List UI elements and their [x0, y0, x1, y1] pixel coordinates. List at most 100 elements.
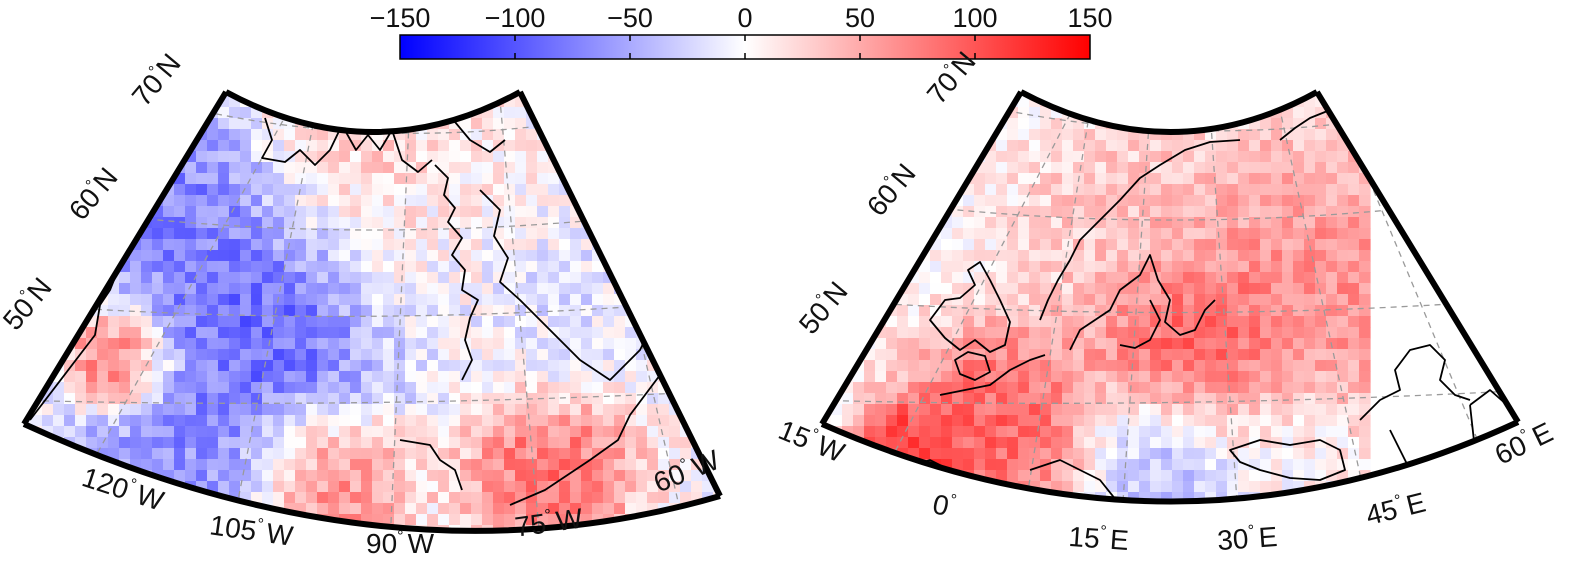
anomaly-cell	[1172, 261, 1184, 273]
anomaly-cell	[515, 140, 527, 152]
anomaly-cell	[842, 184, 854, 196]
anomaly-cell	[262, 404, 274, 416]
anomaly-cell	[119, 305, 131, 317]
anomaly-cell	[1084, 415, 1096, 427]
anomaly-cell	[86, 140, 98, 152]
anomaly-cell	[614, 525, 626, 531]
anomaly-cell	[831, 96, 843, 108]
anomaly-cell	[985, 360, 997, 372]
anomaly-cell	[1238, 393, 1250, 405]
anomaly-cell	[416, 96, 428, 108]
colorbar-tick-label: 0	[737, 3, 752, 33]
anomaly-cell	[1315, 217, 1327, 229]
anomaly-cell	[1326, 140, 1338, 152]
anomaly-cell	[119, 393, 131, 405]
anomaly-cell	[1040, 261, 1052, 273]
anomaly-cell	[218, 107, 230, 119]
anomaly-cell	[1117, 448, 1129, 460]
anomaly-cell	[427, 305, 439, 317]
anomaly-cell	[1348, 371, 1360, 383]
anomaly-cell	[614, 118, 626, 130]
anomaly-cell	[306, 294, 318, 306]
anomaly-cell	[405, 382, 417, 394]
anomaly-cell	[537, 514, 549, 526]
anomaly-cell	[581, 459, 593, 471]
anomaly-cell	[163, 294, 175, 306]
anomaly-cell	[996, 173, 1008, 185]
anomaly-cell	[108, 129, 120, 141]
anomaly-cell	[691, 184, 703, 196]
anomaly-cell	[1073, 371, 1085, 383]
anomaly-cell	[493, 129, 505, 141]
anomaly-cell	[75, 338, 87, 350]
anomaly-cell	[669, 140, 681, 152]
anomaly-cell	[1084, 404, 1096, 416]
anomaly-cell	[985, 371, 997, 383]
anomaly-cell	[526, 129, 538, 141]
anomaly-cell	[1062, 96, 1074, 108]
anomaly-cell	[31, 140, 43, 152]
anomaly-cell	[1172, 206, 1184, 218]
anomaly-cell	[1326, 294, 1338, 306]
anomaly-cell	[963, 294, 975, 306]
anomaly-cell	[1260, 448, 1272, 460]
anomaly-cell	[1315, 239, 1327, 251]
anomaly-cell	[317, 371, 329, 383]
anomaly-cell	[295, 525, 307, 531]
anomaly-cell	[1106, 195, 1118, 207]
anomaly-cell	[350, 184, 362, 196]
anomaly-cell	[636, 459, 648, 471]
anomaly-cell	[724, 470, 736, 482]
anomaly-cell	[1040, 426, 1052, 438]
anomaly-cell	[1051, 140, 1063, 152]
anomaly-cell	[218, 349, 230, 361]
anomaly-cell	[119, 371, 131, 383]
anomaly-cell	[1106, 228, 1118, 240]
anomaly-cell	[702, 294, 714, 306]
anomaly-cell	[75, 503, 87, 515]
anomaly-cell	[339, 283, 351, 295]
anomaly-cell	[952, 514, 964, 526]
anomaly-cell	[141, 371, 153, 383]
anomaly-cell	[537, 239, 549, 251]
anomaly-cell	[416, 217, 428, 229]
anomaly-cell	[941, 239, 953, 251]
anomaly-cell	[592, 261, 604, 273]
anomaly-cell	[1106, 272, 1118, 284]
anomaly-cell	[493, 294, 505, 306]
anomaly-cell	[185, 316, 197, 328]
anomaly-cell	[460, 272, 472, 284]
anomaly-cell	[1128, 261, 1140, 273]
anomaly-cell	[853, 536, 865, 548]
anomaly-cell	[919, 151, 931, 163]
anomaly-cell	[724, 96, 736, 108]
anomaly-cell	[251, 184, 263, 196]
anomaly-cell	[1018, 316, 1030, 328]
anomaly-cell	[559, 261, 571, 273]
anomaly-cell	[130, 327, 142, 339]
anomaly-cell	[229, 107, 241, 119]
anomaly-cell	[394, 162, 406, 174]
anomaly-cell	[31, 327, 43, 339]
anomaly-cell	[1216, 294, 1228, 306]
anomaly-cell	[284, 195, 296, 207]
anomaly-cell	[1018, 448, 1030, 460]
anomaly-cell	[1007, 140, 1019, 152]
anomaly-cell	[886, 140, 898, 152]
anomaly-cell	[108, 415, 120, 427]
anomaly-cell	[317, 239, 329, 251]
anomaly-cell	[1348, 525, 1360, 537]
anomaly-cell	[1106, 140, 1118, 152]
anomaly-cell	[1018, 437, 1030, 449]
anomaly-cell	[427, 481, 439, 493]
anomaly-cell	[207, 338, 219, 350]
anomaly-cell	[317, 283, 329, 295]
anomaly-cell	[460, 514, 472, 526]
anomaly-cell	[1282, 92, 1294, 97]
anomaly-cell	[1348, 404, 1360, 416]
anomaly-cell	[405, 349, 417, 361]
anomaly-cell	[1117, 349, 1129, 361]
anomaly-cell	[831, 228, 843, 240]
anomaly-cell	[1040, 162, 1052, 174]
anomaly-cell	[702, 250, 714, 262]
